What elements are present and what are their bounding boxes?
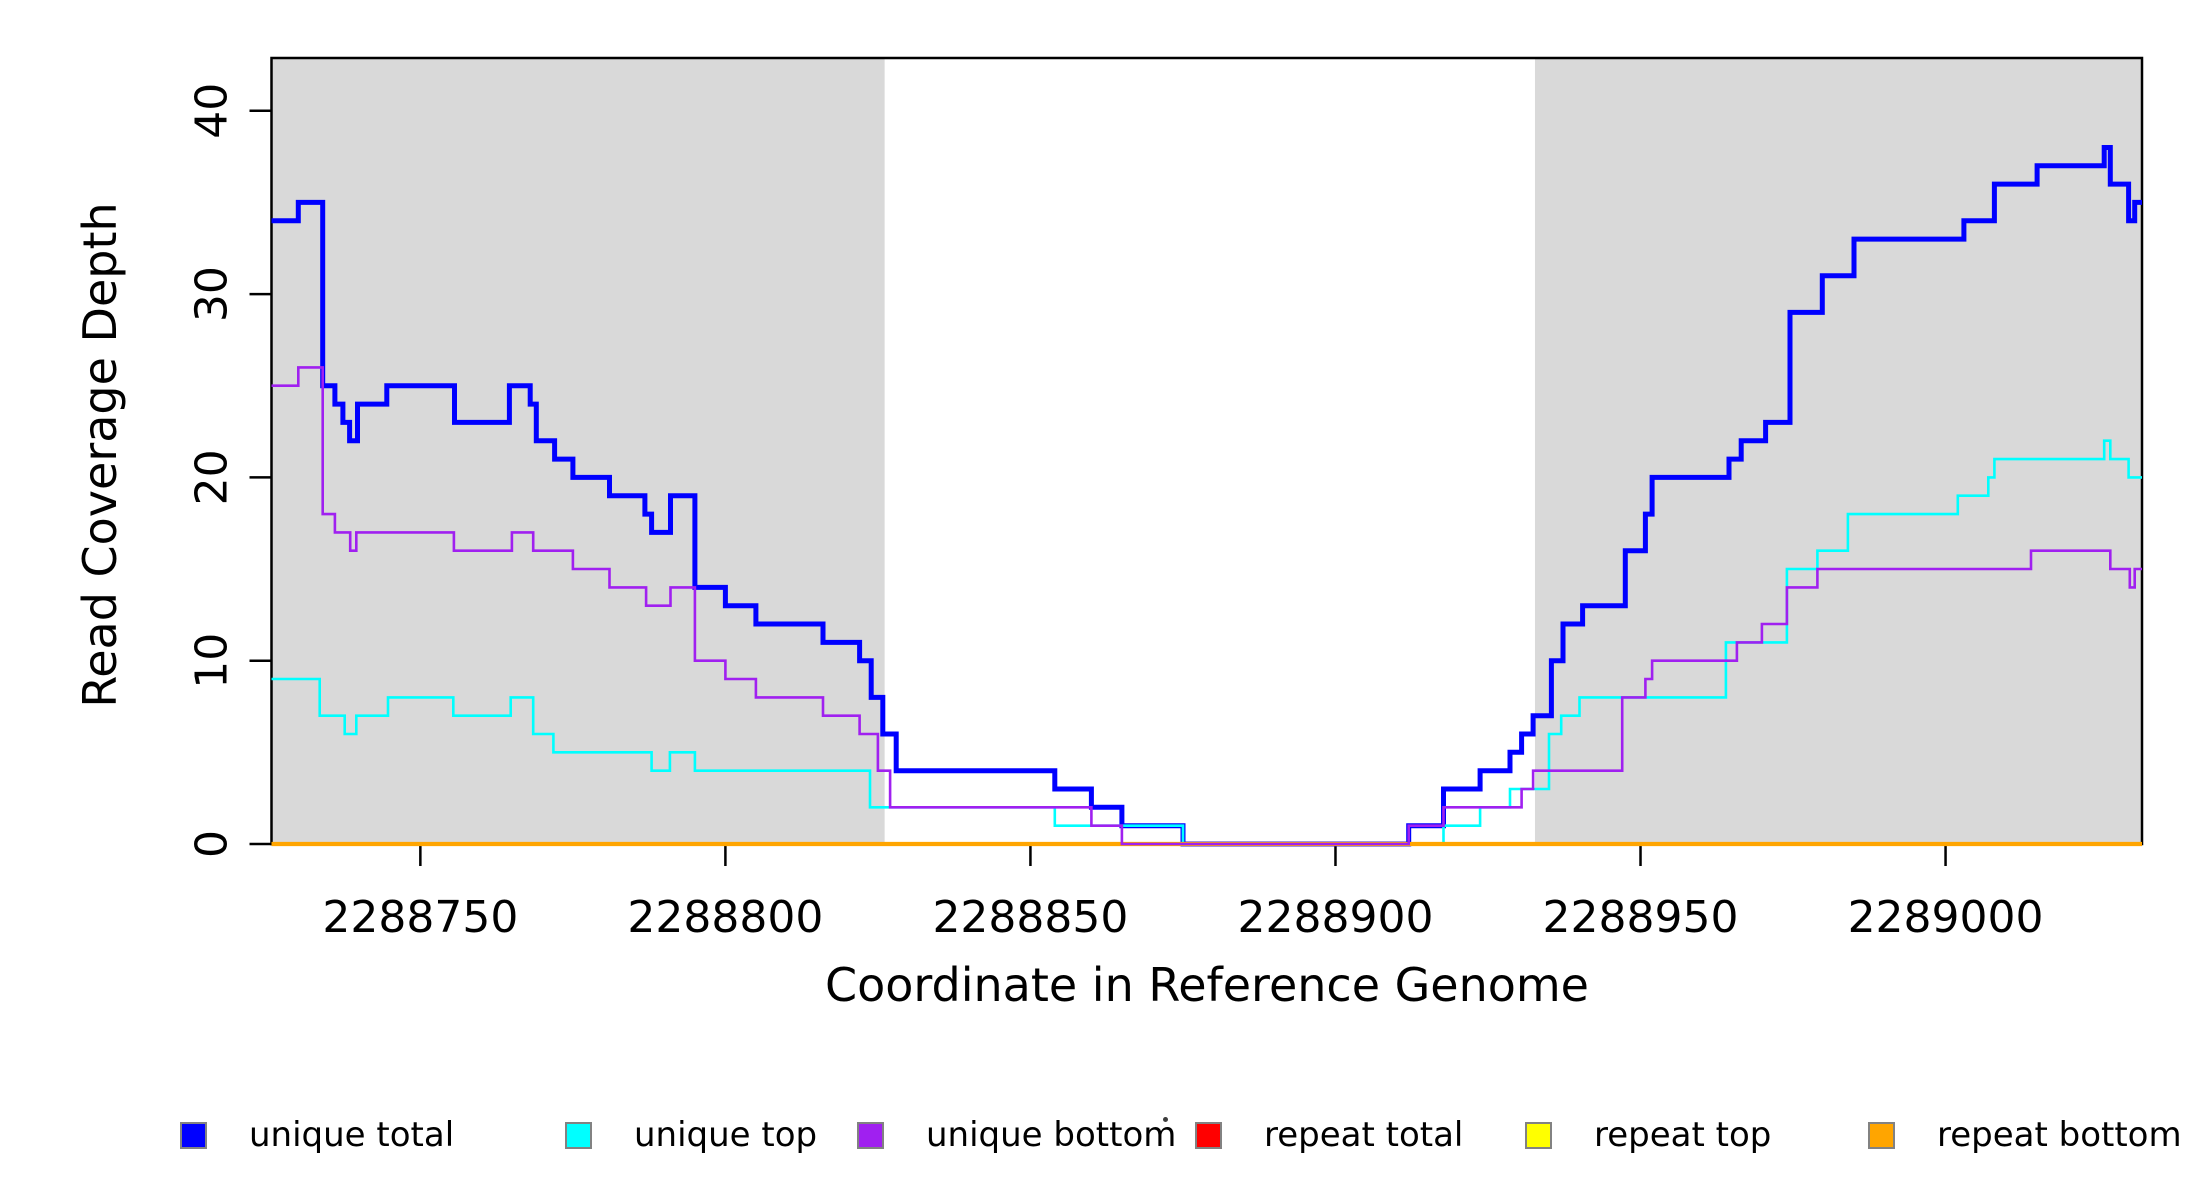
x-tick-label: 2288900: [1237, 892, 1433, 943]
y-tick-label: 0: [187, 830, 238, 858]
y-axis-title: Read Coverage Depth: [73, 202, 127, 708]
series-line-unique-bottom: [271, 366, 2142, 846]
x-tick-label: 2288850: [932, 892, 1128, 943]
series-line-unique-total: [271, 145, 2142, 847]
x-tick-label: 2288800: [627, 892, 823, 943]
x-axis-title: Coordinate in Reference Genome: [825, 958, 1589, 1012]
x-tick-label: 2289000: [1848, 892, 2044, 943]
right-gray-region: [1534, 58, 2142, 844]
x-tick-label: 2288750: [322, 892, 518, 943]
y-tick-label: 30: [187, 266, 238, 322]
series-line-unique-top: [271, 439, 2142, 846]
left-gray-region: [271, 58, 885, 844]
x-tick-label: 2288950: [1543, 892, 1739, 943]
y-tick-label: 40: [187, 83, 238, 139]
y-tick-label: 10: [187, 633, 238, 689]
y-tick-label: 20: [187, 449, 238, 505]
